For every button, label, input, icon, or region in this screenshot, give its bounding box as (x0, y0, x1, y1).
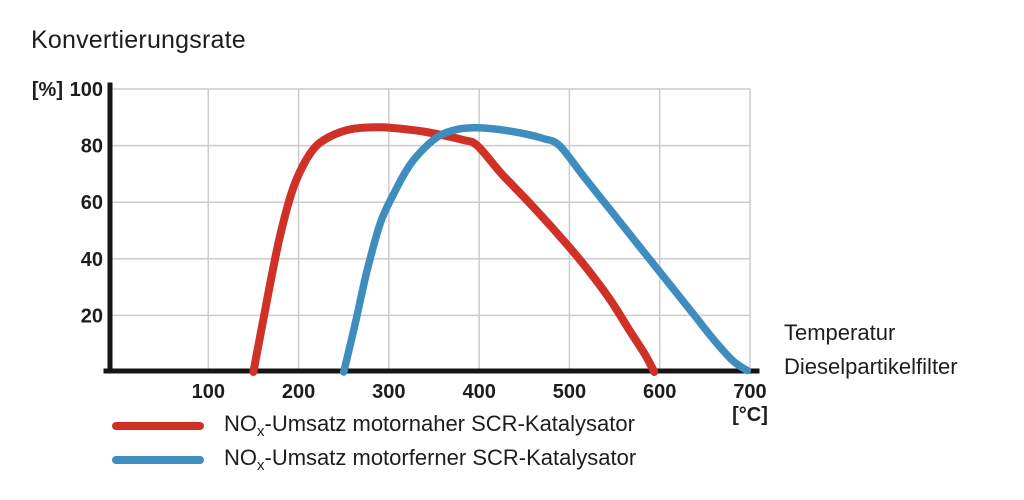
legend-label-motornaher: NOx-Umsatz motornaher SCR-Katalysator (224, 411, 635, 440)
x-tick-label: 500 (553, 381, 586, 403)
y-tick-label: 20 (81, 305, 103, 327)
y-tick-label: 80 (81, 136, 103, 158)
x-axis-unit: [°C] (732, 404, 768, 426)
x-axis-title-line1: Temperatur (784, 320, 896, 345)
x-tick-label: 400 (462, 381, 495, 403)
series-curve-motornaher-scr (249, 123, 659, 376)
chart-title: Konvertierungsrate (31, 26, 246, 54)
y-tick-labels: 20 40 60 80 100 (70, 79, 103, 327)
axis-units: [%] [°C] (32, 79, 768, 426)
y-tick-label: 40 (81, 249, 103, 271)
legend-label-subscript: x (257, 457, 265, 474)
legend-item-motornaher: NOx-Umsatz motornaher SCR-Katalysator (112, 411, 636, 440)
x-tick-label: 300 (372, 381, 405, 403)
x-tick-label: 700 (733, 381, 766, 403)
y-tick-label: 100 (70, 79, 103, 101)
y-tick-label: 60 (81, 192, 103, 214)
legend-swatch-blue (112, 455, 204, 464)
legend-label-motorferner: NOx-Umsatz motorferner SCR-Katalysator (224, 445, 636, 474)
legend-label-subscript: x (257, 423, 265, 440)
legend-label-prefix: NO (224, 445, 257, 470)
legend-swatch-red (112, 421, 204, 430)
legend: NOx-Umsatz motornaher SCR-Katalysator NO… (112, 411, 636, 474)
legend-label-rest: -Umsatz motornaher SCR-Katalysator (264, 411, 635, 436)
series-curves (249, 123, 752, 376)
x-tick-label: 200 (282, 381, 315, 403)
x-axis-title: Temperatur Dieselpartikelfilter (784, 316, 958, 384)
axes (103, 82, 760, 374)
y-axis-unit: [%] (32, 79, 63, 101)
x-tick-label: 600 (643, 381, 676, 403)
x-tick-labels: 100 200 300 400 500 600 700 (192, 381, 767, 403)
x-axis-title-line2: Dieselpartikelfilter (784, 354, 958, 379)
legend-item-motorferner: NOx-Umsatz motorferner SCR-Katalysator (112, 445, 636, 474)
legend-label-prefix: NO (224, 411, 257, 436)
x-tick-label: 100 (192, 381, 225, 403)
series-curve-motorferner-scr (339, 123, 752, 376)
legend-label-rest: -Umsatz motorferner SCR-Katalysator (264, 445, 637, 470)
